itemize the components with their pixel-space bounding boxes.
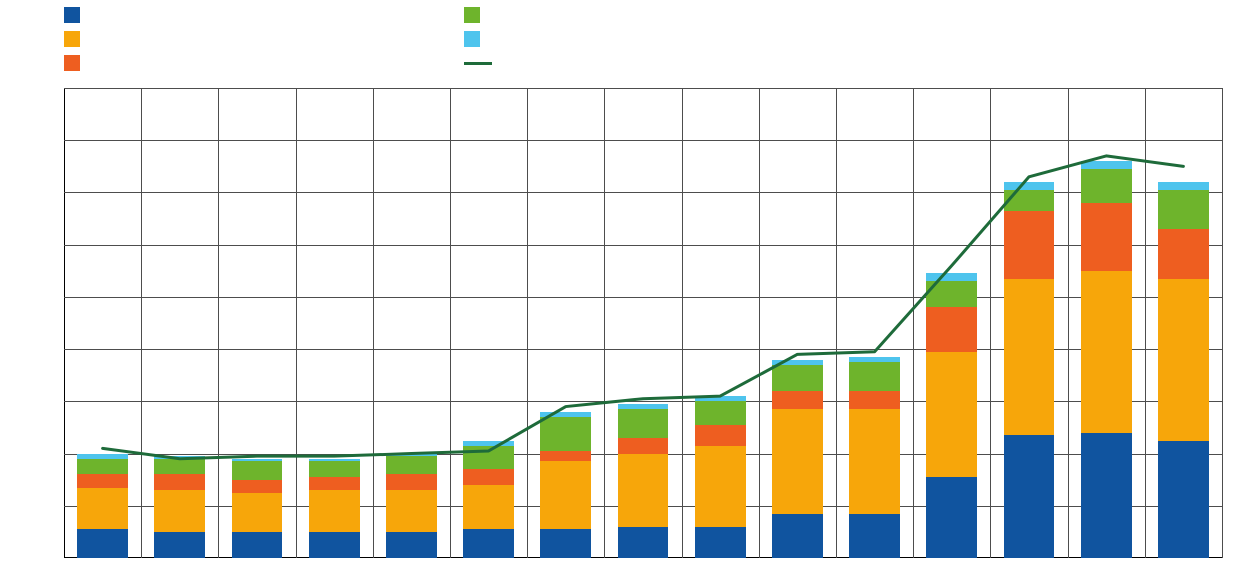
legend-item-series-a bbox=[64, 6, 464, 24]
legend-item-total-line bbox=[464, 54, 864, 72]
legend-swatch-series-d bbox=[464, 7, 480, 23]
legend-swatch-series-c bbox=[64, 55, 80, 71]
legend-item-series-e bbox=[464, 30, 864, 48]
legend-swatch-series-a bbox=[64, 7, 80, 23]
gridline-vertical bbox=[1222, 88, 1223, 558]
chart-plot-area bbox=[64, 88, 1222, 558]
total-line-path bbox=[103, 156, 1184, 459]
legend-swatch-series-e bbox=[464, 31, 480, 47]
legend-line-total bbox=[464, 62, 492, 65]
total-line-series bbox=[64, 88, 1222, 558]
legend-column-1 bbox=[64, 6, 464, 72]
legend bbox=[64, 6, 864, 72]
legend-item-series-c bbox=[64, 54, 464, 72]
legend-item-series-d bbox=[464, 6, 864, 24]
legend-swatch-series-b bbox=[64, 31, 80, 47]
legend-item-series-b bbox=[64, 30, 464, 48]
legend-column-2 bbox=[464, 6, 864, 72]
